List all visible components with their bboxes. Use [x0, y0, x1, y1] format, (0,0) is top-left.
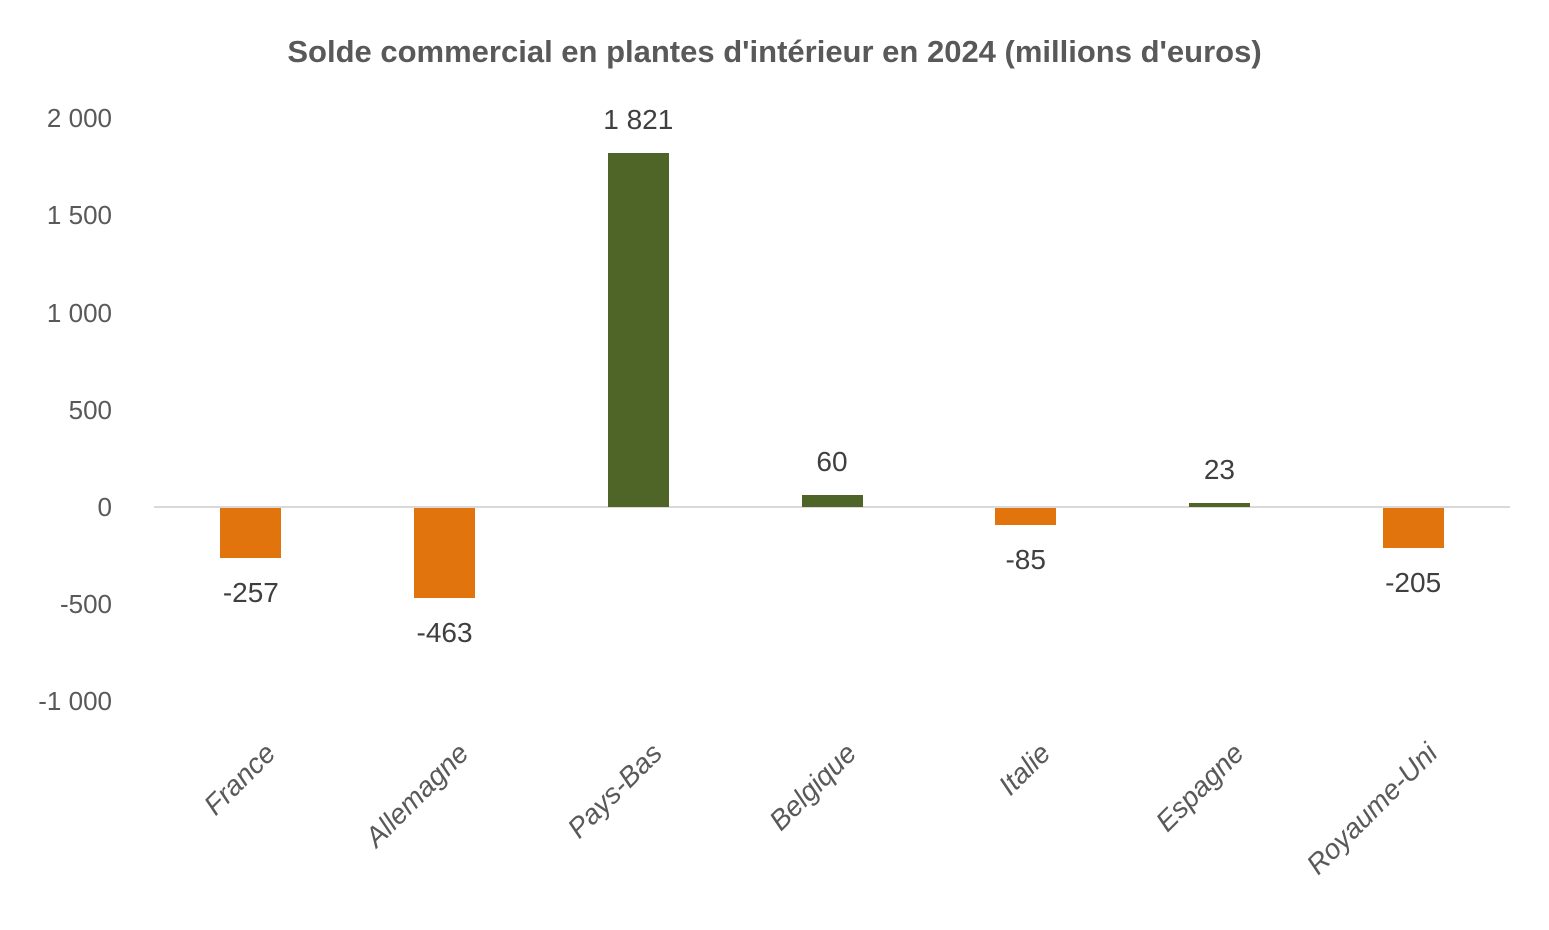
x-label-espagne: Espagne [1149, 737, 1250, 838]
bar-france [220, 508, 282, 558]
y-tick-label-500: -500 [59, 589, 112, 620]
x-label-royaume-uni: Royaume-Uni [1300, 737, 1444, 881]
x-axis-line [154, 506, 1510, 508]
bar-belgique [801, 495, 863, 507]
y-tick-label-1-000: 1 000 [46, 297, 112, 328]
x-label-belgique: Belgique [763, 737, 863, 837]
x-label-allemagne: Allemagne [359, 737, 475, 853]
value-label-allemagne: -463 [416, 617, 473, 648]
x-label-pays-bas: Pays-Bas [561, 737, 669, 844]
value-label-italie: -85 [1005, 543, 1046, 575]
x-label-france: France [197, 737, 282, 821]
value-label-espagne: 23 [1203, 453, 1235, 485]
bar-espagne [1188, 502, 1250, 507]
x-label-italie: Italie [992, 737, 1056, 802]
y-tick-label-1-000: -1 000 [38, 686, 112, 717]
y-tick-label-500: 500 [68, 394, 112, 425]
bar-italie [995, 508, 1057, 525]
bar-royaume-uni [1382, 508, 1444, 548]
bar-pays-bas [607, 152, 669, 507]
value-label-royaume-uni: -205 [1385, 566, 1442, 598]
value-label-pays-bas: 1 821 [603, 103, 674, 135]
y-tick-label-0: 0 [97, 492, 112, 522]
value-label-belgique: 60 [816, 446, 848, 478]
y-tick-label-2-000: 2 000 [46, 103, 112, 134]
bar-allemagne [414, 508, 476, 598]
value-label-france: -257 [222, 576, 279, 608]
chart-title: Solde commercial en plantes d'intérieur … [287, 34, 1262, 69]
y-tick-label-1-500: 1 500 [46, 200, 112, 231]
